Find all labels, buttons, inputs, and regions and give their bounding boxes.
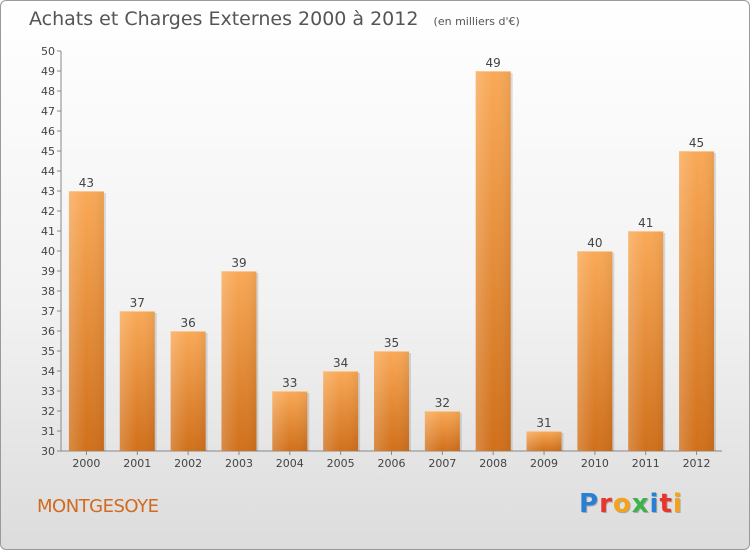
bar-2006 [374, 351, 411, 451]
bar-highlight [119, 311, 155, 451]
data-label: 40 [587, 236, 602, 250]
bar-highlight [221, 271, 257, 451]
bars [68, 71, 717, 451]
bar-2003 [221, 271, 259, 451]
location-name: MONTGESOYE [37, 496, 159, 517]
x-tick-label: 2006 [378, 457, 406, 470]
x-tick-label: 2008 [479, 457, 507, 470]
bar-2009 [526, 431, 564, 451]
bar-highlight [170, 331, 206, 451]
y-tick-label: 50 [41, 45, 55, 58]
bar-highlight [424, 411, 460, 451]
data-label: 41 [638, 216, 653, 230]
bar-highlight [679, 151, 715, 451]
y-tick-label: 43 [41, 185, 55, 198]
data-labels: 43 37 36 39 33 34 35 32 49 31 40 41 45 [79, 56, 704, 430]
y-tick-label: 40 [41, 245, 55, 258]
x-tick-label: 2010 [581, 457, 609, 470]
bar-highlight [628, 231, 664, 451]
data-label: 32 [435, 396, 450, 410]
y-tick-label: 34 [41, 365, 55, 378]
bar-highlight [577, 251, 613, 451]
x-tick-label: 2007 [428, 457, 456, 470]
y-tick-label: 32 [41, 405, 55, 418]
x-tick-label: 2009 [530, 457, 558, 470]
bar-2008 [475, 71, 513, 451]
y-tick-label: 35 [41, 345, 55, 358]
y-tick-label: 38 [41, 285, 55, 298]
y-tick-label: 41 [41, 225, 55, 238]
bar-highlight [374, 351, 409, 451]
x-tick-label: 2005 [327, 457, 355, 470]
bar-2005 [323, 371, 361, 451]
data-label: 36 [180, 316, 195, 330]
y-tick-label: 36 [41, 325, 55, 338]
y-tick-label: 39 [41, 265, 55, 278]
bar-2004 [272, 391, 310, 451]
x-tick-label: 2001 [123, 457, 151, 470]
bar-highlight [272, 391, 308, 451]
y-tick-label: 37 [41, 305, 55, 318]
title-row: Achats et Charges Externes 2000 à 2012 (… [29, 8, 520, 30]
x-tick-label: 2002 [174, 457, 202, 470]
x-tick-label: 2011 [632, 457, 660, 470]
bar-highlight [323, 371, 359, 451]
data-label: 31 [536, 416, 551, 430]
bar-2010 [577, 251, 615, 451]
x-tick-label: 2000 [72, 457, 100, 470]
y-tick-label: 44 [41, 165, 55, 178]
data-label: 35 [384, 336, 399, 350]
data-label: 34 [333, 356, 348, 370]
bar-2007 [424, 411, 462, 451]
bar-highlight [68, 191, 104, 451]
data-label: 43 [79, 176, 94, 190]
y-tick-label: 42 [41, 205, 55, 218]
y-tick-label: 31 [41, 425, 55, 438]
data-label: 33 [282, 376, 297, 390]
data-label: 49 [486, 56, 501, 70]
y-tick-label: 45 [41, 145, 55, 158]
proxiti-logo: Proxiti [579, 489, 683, 519]
x-tick-label: 2004 [276, 457, 304, 470]
data-label: 37 [130, 296, 145, 310]
bar-2012 [679, 151, 717, 451]
y-tick-label: 46 [41, 125, 55, 138]
bar-2001 [119, 311, 157, 451]
y-tick-label: 48 [41, 85, 55, 98]
data-label: 39 [231, 256, 246, 270]
bar-2011 [628, 231, 666, 451]
bar-2000 [68, 191, 106, 451]
y-tick-label: 30 [41, 445, 55, 458]
chart-title: Achats et Charges Externes 2000 à 2012 [29, 8, 419, 30]
x-tick-label: 2012 [683, 457, 711, 470]
y-tick-label: 47 [41, 105, 55, 118]
y-tick-label: 33 [41, 385, 55, 398]
data-label: 45 [689, 136, 704, 150]
y-tick-label: 49 [41, 65, 55, 78]
bar-highlight [526, 431, 562, 451]
bar-highlight [475, 71, 511, 451]
bar-2002 [170, 331, 208, 451]
chart-subtitle: (en milliers d'€) [433, 15, 520, 28]
x-tick-label: 2003 [225, 457, 253, 470]
